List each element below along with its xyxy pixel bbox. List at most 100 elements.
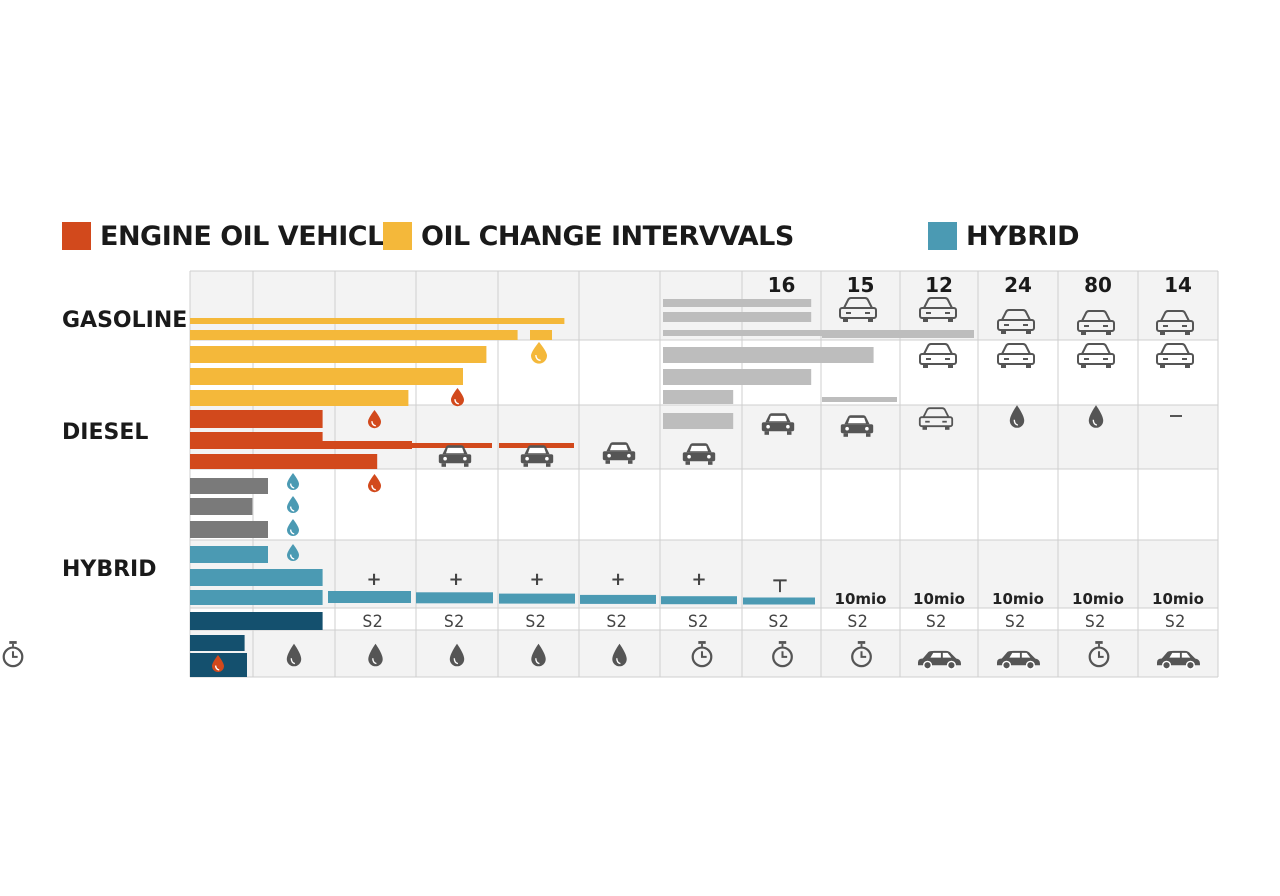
row-label: DIESEL <box>62 420 148 445</box>
bar <box>190 454 378 469</box>
bar <box>190 521 268 538</box>
drop-icon <box>212 655 225 673</box>
drop-shape <box>287 473 299 491</box>
bar <box>190 346 487 363</box>
drop-shape <box>212 655 225 673</box>
row-labels: GASOLINE DIESEL HYBRID <box>62 308 187 582</box>
bar <box>190 318 565 324</box>
bar <box>190 590 323 605</box>
cell-text: 10mio <box>835 590 887 608</box>
plus-icon: + <box>691 569 706 590</box>
column-header: 80 <box>1084 273 1112 297</box>
legend-label: OIL CHANGE INTERVVALS <box>421 221 794 252</box>
drop-highlight <box>214 665 220 671</box>
drop-icon <box>287 496 299 514</box>
plus-icon: + <box>529 569 544 590</box>
drop-highlight <box>289 506 295 512</box>
drop-shape <box>287 496 299 514</box>
column-header: 12 <box>925 273 953 297</box>
drop-icon <box>451 388 464 407</box>
drop-shape <box>451 388 464 407</box>
bar-extension <box>661 596 737 605</box>
legend: ENGINE OIL VEHICLE OIL CHANGE INTERVVALS H… <box>62 221 1079 252</box>
squiggle-mark: S2 <box>362 612 382 632</box>
drop-shape <box>368 474 381 493</box>
column-header: 24 <box>1004 273 1032 297</box>
gray-bar <box>822 330 974 338</box>
drop-icon <box>287 519 299 537</box>
drop-icon <box>287 544 299 562</box>
squiggle-mark: S2 <box>768 612 788 632</box>
bar-extension <box>743 597 815 605</box>
gray-bar <box>663 299 812 307</box>
drop-highlight <box>289 529 295 535</box>
plus-icon: + <box>448 569 463 590</box>
plus-icon: + <box>366 569 381 590</box>
legend-swatch <box>383 222 412 250</box>
cell-text: 10mio <box>913 590 965 608</box>
drop-highlight <box>289 483 295 489</box>
column-header: 15 <box>847 273 875 297</box>
squiggle-mark: S2 <box>688 612 708 632</box>
bar-extension <box>328 441 412 449</box>
squiggle-mark: S2 <box>1085 612 1105 632</box>
bar <box>190 612 323 630</box>
squiggle-mark: S2 <box>606 612 626 632</box>
cell-text: 10mio <box>1152 590 1204 608</box>
gray-bar <box>663 369 812 385</box>
legend-label: HYBRID <box>966 221 1079 252</box>
bar <box>190 498 253 515</box>
gray-bar <box>663 413 734 429</box>
gray-bar <box>663 312 812 322</box>
bar-extension <box>416 592 493 604</box>
drop-highlight <box>371 421 376 427</box>
drop-icon <box>368 474 381 493</box>
drop-icon <box>368 410 381 429</box>
bar <box>190 390 409 406</box>
drop-highlight <box>454 399 459 405</box>
drop-icon <box>531 342 547 364</box>
bar-extension <box>580 594 656 604</box>
drop-shape <box>287 519 299 537</box>
plus-icon: ⊤ <box>772 576 788 597</box>
gray-bar <box>663 330 874 336</box>
row-label: HYBRID <box>62 557 157 582</box>
plus-icon: + <box>610 569 625 590</box>
bar <box>190 478 268 494</box>
bar-extension <box>530 330 552 340</box>
car-icon <box>997 343 1035 369</box>
drop-highlight <box>535 354 541 362</box>
bar <box>190 368 463 385</box>
legend-label: ENGINE OIL VEHICLE <box>100 221 402 252</box>
car-icon <box>1077 343 1115 369</box>
squiggle-mark: S2 <box>444 612 464 632</box>
cell-text: 10mio <box>992 590 1044 608</box>
bar <box>190 330 518 340</box>
bar <box>190 441 409 449</box>
timer-icon <box>2 640 24 668</box>
row-label: GASOLINE <box>62 308 187 333</box>
legend-swatch <box>928 222 957 250</box>
grid <box>189 270 1219 678</box>
bar-extension <box>499 593 575 604</box>
marks: 16 15 12 24 80 14 + + + + + ⊤ 10mio 10mio 10mio 10mio 10… <box>2 273 1204 673</box>
bar <box>190 569 323 586</box>
drop-shape <box>287 544 299 562</box>
gray-bar <box>663 390 734 404</box>
drop-shape <box>368 410 381 429</box>
legend-swatch <box>62 222 91 250</box>
gray-bar <box>663 347 874 363</box>
bar-extension <box>328 591 411 603</box>
grid-band <box>190 630 1218 677</box>
drop-highlight <box>371 485 376 491</box>
squiggle-mark: S2 <box>525 612 545 632</box>
squiggle-mark: S2 <box>926 612 946 632</box>
car-icon <box>919 343 957 369</box>
squiggle-mark: S2 <box>1005 612 1025 632</box>
bar <box>190 635 245 651</box>
gray-bar <box>822 397 897 402</box>
cell-text: 10mio <box>1072 590 1124 608</box>
car-icon <box>1156 343 1194 369</box>
drop-shape <box>531 342 547 364</box>
